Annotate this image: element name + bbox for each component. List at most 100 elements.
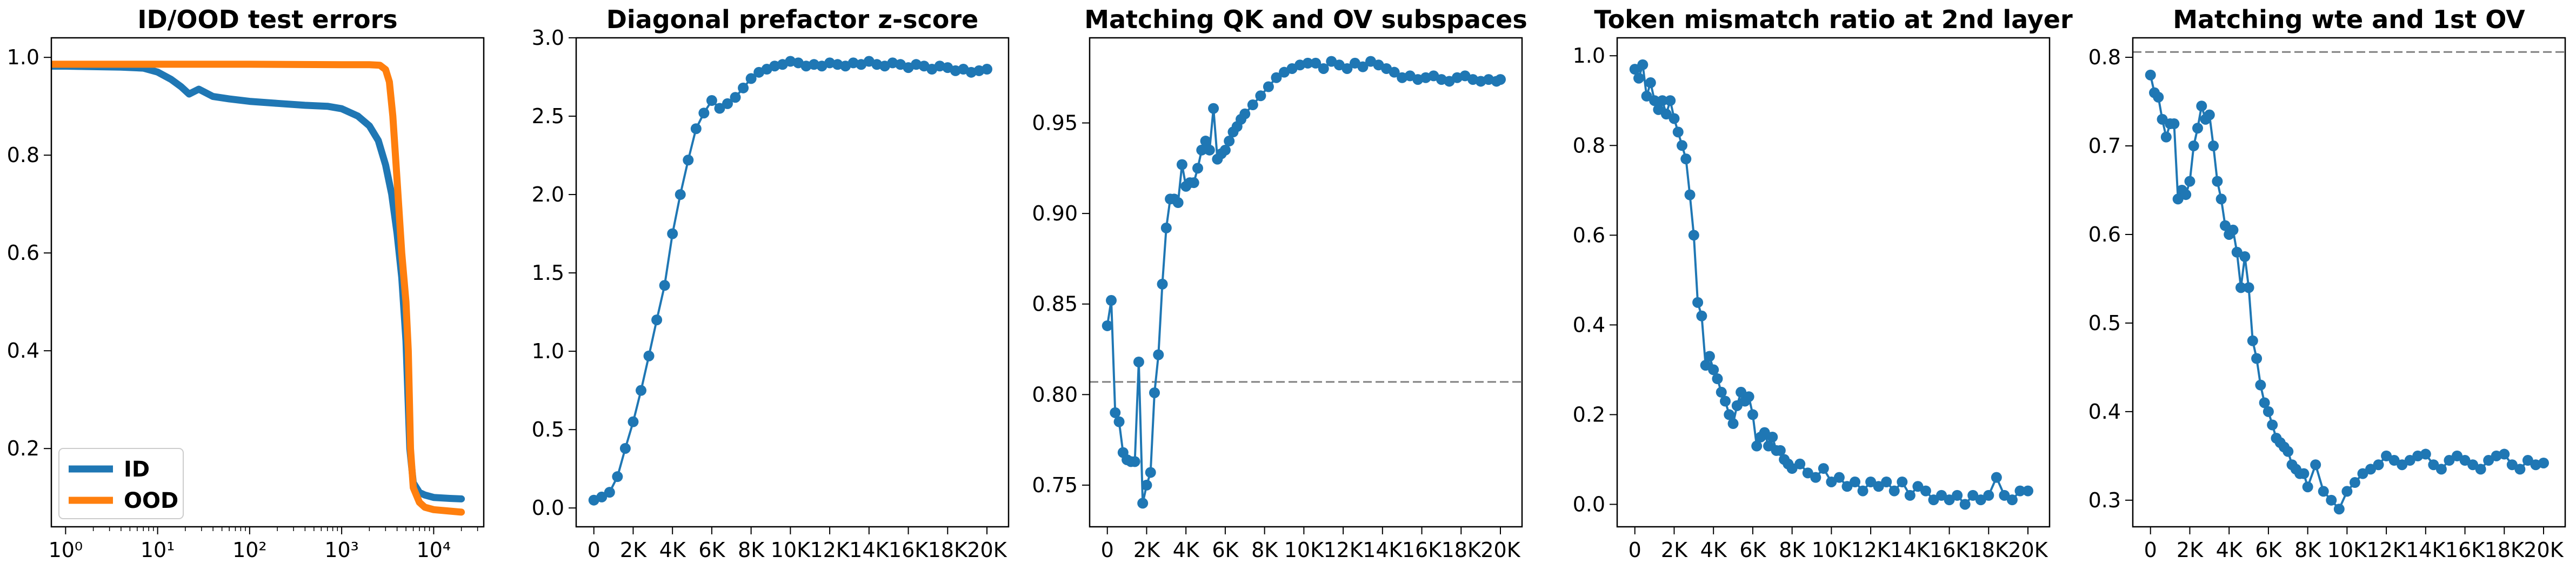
x-tick-label: 0 <box>588 538 600 562</box>
data-point <box>1704 351 1715 362</box>
x-tick-label: 8K <box>738 538 765 562</box>
y-tick-label: 0.8 <box>1573 133 1605 157</box>
panel-token-mismatch-ratio: Token mismatch ratio at 2nd layer 0 2K 4K 6K… <box>1573 5 2073 562</box>
data-point <box>2302 481 2313 493</box>
data-point <box>2160 131 2172 143</box>
data-point <box>1110 407 1121 418</box>
data-point <box>1865 476 1877 487</box>
data-point <box>1188 177 1199 189</box>
data-point <box>2145 69 2156 81</box>
data-point <box>1113 416 1125 427</box>
data-point <box>2014 485 2026 497</box>
data-point <box>698 108 710 119</box>
x-tick-label: 10² <box>232 538 267 562</box>
x-tick-label: 6K <box>698 538 725 562</box>
data-point <box>2365 464 2376 475</box>
y-tick-label: 0.6 <box>2088 223 2121 246</box>
data-point <box>659 280 670 291</box>
data-point <box>636 385 646 396</box>
data-point <box>2215 193 2227 205</box>
data-point <box>1897 476 1908 487</box>
data-point <box>619 442 631 454</box>
data-point <box>738 82 749 93</box>
data-point <box>2267 419 2278 431</box>
data-point <box>1657 95 1668 106</box>
x-tick-label: 20K <box>967 538 1007 562</box>
data-point <box>2298 468 2310 479</box>
data-point <box>1700 360 1711 371</box>
axes-frame <box>1089 37 1523 528</box>
data-point <box>2522 455 2533 466</box>
data-point <box>1129 456 1140 467</box>
data-point <box>1888 485 1900 497</box>
axes-frame <box>2132 37 2566 528</box>
data-point <box>1999 489 2010 501</box>
data-point <box>1810 472 1821 483</box>
data-point <box>2259 397 2270 408</box>
data-point <box>2349 477 2360 488</box>
data-point <box>1857 485 1868 497</box>
data-point <box>2192 123 2203 134</box>
data-point <box>1826 476 1837 487</box>
data-point <box>1794 458 1806 470</box>
y-tick-label: 0.4 <box>7 339 39 363</box>
data-point <box>1688 230 1699 241</box>
data-point <box>2444 455 2455 466</box>
x-tick-label: 6K <box>1739 538 1766 562</box>
y-tick-label: 0.6 <box>1573 223 1605 247</box>
data-point <box>1153 349 1164 360</box>
data-point <box>2239 251 2251 262</box>
data-point <box>1196 144 1207 156</box>
x-tick-label: 8K <box>2294 538 2321 562</box>
x-tick-label: 0 <box>1101 538 1114 562</box>
y-tick-label: 2.5 <box>532 104 564 128</box>
data-point <box>1629 64 1640 75</box>
data-point <box>1224 136 1235 147</box>
data-point <box>1641 90 1652 102</box>
data-point <box>1302 57 1313 69</box>
data-point <box>1255 90 1266 102</box>
data-point <box>628 416 639 427</box>
data-point <box>1157 278 1168 290</box>
data-point <box>1696 310 1707 321</box>
data-point <box>1786 463 1798 474</box>
data-point <box>2212 176 2223 187</box>
data-point <box>604 487 615 498</box>
y-tick-label: 0.0 <box>532 496 564 520</box>
x-tick-label: 10⁰ <box>49 538 83 562</box>
data-point <box>2333 504 2345 515</box>
data-point <box>2452 450 2462 461</box>
y-tick-label: 0.2 <box>1573 403 1605 426</box>
data-point <box>1176 159 1187 170</box>
axes-frame <box>50 37 485 528</box>
x-tick-label: 20K <box>2008 538 2048 562</box>
x-tick-label: 8K <box>1779 538 1806 562</box>
data-point <box>1247 99 1258 111</box>
y-tick-label: 0.85 <box>1032 292 1078 316</box>
y-tick-label: 2.0 <box>532 183 564 206</box>
x-tick-label: 2K <box>620 538 647 562</box>
data-point <box>1936 489 1947 501</box>
data-point <box>1102 320 1113 331</box>
data-point <box>1967 489 1979 501</box>
data-point <box>2420 448 2431 460</box>
data-point <box>2180 189 2192 200</box>
data-point <box>2397 459 2408 471</box>
data-point <box>2168 118 2180 130</box>
x-tick-label: 16K <box>1402 538 1442 562</box>
data-point <box>1310 57 1322 69</box>
chart-title: Diagonal prefactor z-score <box>606 5 979 34</box>
x-tick-label: 14K <box>2406 538 2446 562</box>
data-point <box>2204 109 2215 120</box>
y-tick-label: 0.0 <box>1573 492 1605 516</box>
data-point <box>1192 163 1203 174</box>
data-point <box>2023 485 2033 497</box>
data-point <box>2467 459 2479 471</box>
panel-diagonal-prefactor-z-score: Diagonal prefactor z-score 0 2K 4K 6K 8K 10K 12… <box>532 5 1010 562</box>
data-point <box>2404 455 2415 466</box>
chart-title: ID/OOD test errors <box>137 5 397 34</box>
data-point <box>2341 486 2353 497</box>
x-tick-label: 8K <box>1251 538 1278 562</box>
data-point <box>2388 455 2400 466</box>
x-tick-label: 10K <box>1284 538 1324 562</box>
